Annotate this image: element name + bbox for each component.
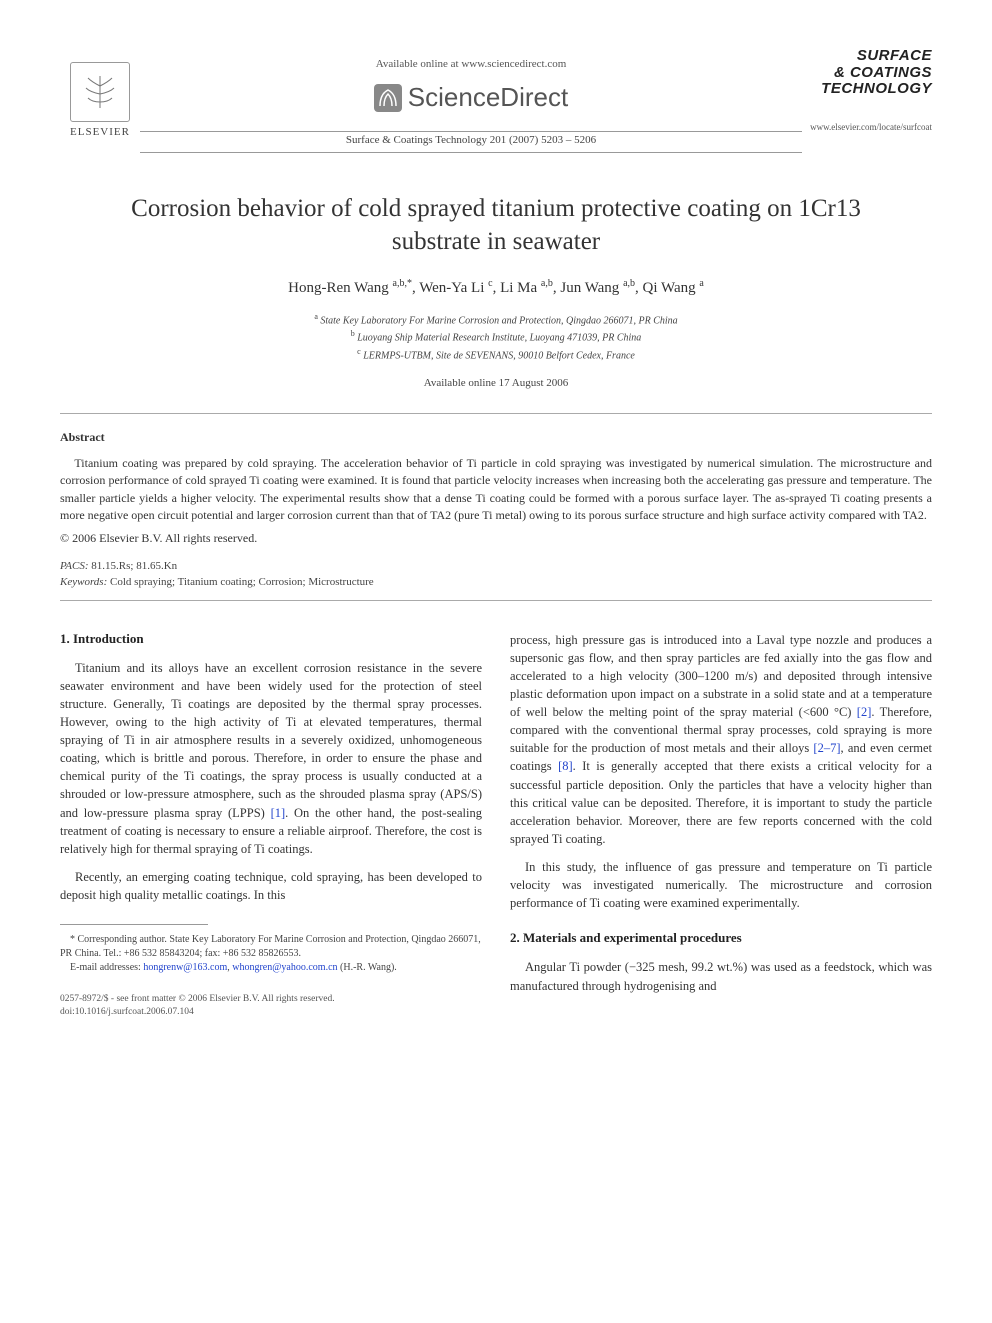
reference-link-8[interactable]: [8] [558,759,573,773]
journal-logo-line2: & COATINGS [802,65,932,82]
elsevier-text: ELSEVIER [70,126,130,138]
keywords-line: Keywords: Cold spraying; Titanium coatin… [60,576,932,588]
article-title: Corrosion behavior of cold sprayed titan… [90,193,902,258]
page-header: ELSEVIER Available online at www.science… [60,48,932,155]
abstract-top-divider [60,413,932,414]
abstract-text: Titanium coating was prepared by cold sp… [60,455,932,525]
journal-url: www.elsevier.com/locate/surfcoat [802,122,932,132]
email-link-2[interactable]: whongren@yahoo.com.cn [232,962,337,973]
journal-logo-line3: TECHNOLOGY [802,81,932,98]
elsevier-tree-icon [70,62,130,122]
intro-paragraph-1: Titanium and its alloys have an excellen… [60,659,482,858]
sciencedirect-icon [374,84,402,112]
section-2-heading: 2. Materials and experimental procedures [510,930,932,946]
elsevier-logo: ELSEVIER [60,48,140,138]
header-divider-bottom [140,152,802,153]
pacs-line: PACS: 81.15.Rs; 81.65.Kn [60,560,932,572]
corresponding-author-footnote: * Corresponding author. State Key Labora… [60,933,482,961]
section-1-heading: 1. Introduction [60,631,482,647]
sciencedirect-logo: ScienceDirect [140,82,802,113]
keywords-value: Cold spraying; Titanium coating; Corrosi… [107,576,373,588]
header-divider-top [140,131,802,132]
left-column: 1. Introduction Titanium and its alloys … [60,631,482,1020]
reference-link-2[interactable]: [2] [857,705,872,719]
journal-logo-block: SURFACE & COATINGS TECHNOLOGY www.elsevi… [802,48,932,132]
affiliation-b: b Luoyang Ship Material Research Institu… [60,328,932,345]
intro-paragraph-2: Recently, an emerging coating technique,… [60,868,482,904]
abstract-bottom-divider [60,600,932,601]
center-header: Available online at www.sciencedirect.co… [140,48,802,155]
p1-text-a: Titanium and its alloys have an excellen… [60,661,482,820]
journal-reference: Surface & Coatings Technology 201 (2007)… [140,134,802,146]
abstract-copyright: © 2006 Elsevier B.V. All rights reserved… [60,531,932,546]
reference-link-1[interactable]: [1] [271,806,286,820]
body-columns: 1. Introduction Titanium and its alloys … [60,631,932,1020]
footer-line-2: doi:10.1016/j.surfcoat.2006.07.104 [60,1006,482,1019]
right-column: process, high pressure gas is introduced… [510,631,932,1020]
intro-paragraph-2-cont: process, high pressure gas is introduced… [510,631,932,849]
abstract-heading: Abstract [60,430,932,445]
footer-meta: 0257-8972/$ - see front matter © 2006 El… [60,993,482,1020]
available-online-text: Available online at www.sciencedirect.co… [140,58,802,70]
journal-logo-line1: SURFACE [802,48,932,65]
email-link-1[interactable]: hongrenw@163.com [143,962,227,973]
authors-line: Hong-Ren Wang a,b,*, Wen-Ya Li c, Li Ma … [60,278,932,297]
intro-paragraph-3: In this study, the influence of gas pres… [510,858,932,912]
email-tail: (H.-R. Wang). [338,962,397,973]
footer-line-1: 0257-8972/$ - see front matter © 2006 El… [60,993,482,1006]
p2c-text-d: . It is generally accepted that there ex… [510,759,932,846]
materials-paragraph-1: Angular Ti powder (−325 mesh, 99.2 wt.%)… [510,958,932,994]
email-label: E-mail addresses: [70,962,143,973]
affiliation-c: c LERMPS-UTBM, Site de SEVENANS, 90010 B… [60,346,932,363]
pacs-label: PACS: [60,560,89,572]
sciencedirect-text: ScienceDirect [408,82,568,113]
footnote-divider [60,924,208,925]
affiliations: a State Key Laboratory For Marine Corros… [60,311,932,363]
publication-date: Available online 17 August 2006 [60,377,932,389]
pacs-value: 81.15.Rs; 81.65.Kn [89,560,178,572]
journal-logo-text: SURFACE & COATINGS TECHNOLOGY [802,48,932,98]
email-footnote: E-mail addresses: hongrenw@163.com, whon… [60,961,482,975]
affiliation-a: a State Key Laboratory For Marine Corros… [60,311,932,328]
reference-link-2-7[interactable]: [2–7] [813,741,840,755]
keywords-label: Keywords: [60,576,107,588]
